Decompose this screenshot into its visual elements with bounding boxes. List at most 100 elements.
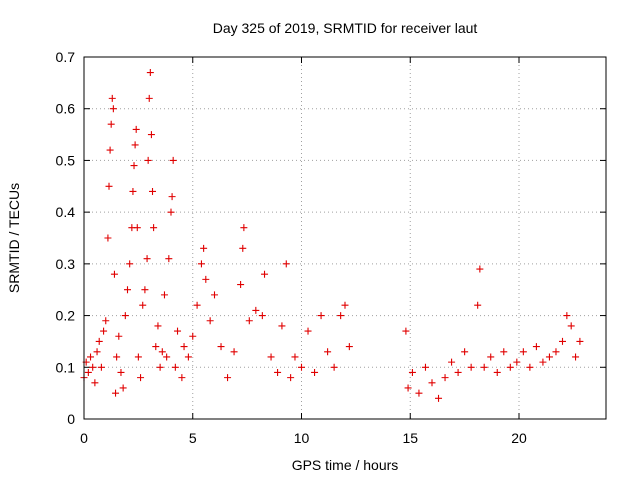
data-point (224, 374, 232, 382)
data-point (144, 156, 152, 164)
data-point (134, 353, 142, 361)
data-point (506, 363, 514, 371)
data-point (526, 363, 534, 371)
data-point (84, 368, 92, 376)
data-point (102, 317, 110, 325)
data-point (146, 69, 154, 77)
data-point (317, 312, 325, 320)
data-point (104, 234, 112, 242)
data-point (552, 348, 560, 356)
data-point (150, 224, 158, 232)
x-axis-label: GPS time / hours (292, 457, 399, 473)
data-point (421, 363, 429, 371)
data-point (287, 374, 295, 382)
data-point (174, 327, 182, 335)
y-tick-label: 0.2 (56, 308, 76, 324)
data-point (428, 379, 436, 387)
data-point (180, 343, 188, 351)
data-point (278, 322, 286, 330)
data-point (149, 187, 157, 195)
data-point (572, 353, 580, 361)
x-tick-label: 10 (294, 430, 310, 446)
data-point (513, 358, 521, 366)
data-point (131, 141, 139, 149)
data-point (93, 348, 101, 356)
data-point (169, 156, 177, 164)
data-point (124, 286, 131, 294)
data-point (108, 94, 116, 102)
data-point (143, 255, 151, 263)
data-point (189, 332, 197, 340)
data-point (145, 94, 153, 102)
data-point (480, 363, 488, 371)
data-point (156, 363, 164, 371)
data-point (211, 291, 218, 299)
data-point (109, 105, 117, 113)
data-point (559, 337, 566, 345)
data-point (95, 337, 103, 345)
y-tick-label: 0.3 (56, 256, 76, 272)
data-point (165, 255, 173, 263)
data-point (89, 363, 97, 371)
data-point (539, 358, 547, 366)
data-point (274, 368, 282, 376)
plot-frame (83, 56, 607, 420)
data-point (184, 353, 192, 361)
data-point (311, 368, 319, 376)
data-point (178, 374, 186, 382)
data-point (500, 348, 508, 356)
y-tick-label: 0.6 (56, 101, 76, 117)
data-point (154, 322, 162, 330)
data-point (158, 348, 166, 356)
data-point (267, 353, 275, 361)
data-point (448, 358, 456, 366)
data-point (563, 312, 571, 320)
data-point (237, 281, 245, 289)
data-point (493, 368, 501, 376)
data-point (163, 353, 171, 361)
data-point (282, 260, 290, 268)
y-tick-label: 0.4 (56, 204, 76, 220)
data-point (87, 353, 95, 361)
data-point (121, 312, 129, 320)
data-point (105, 182, 113, 190)
data-point (91, 379, 99, 387)
data-point (408, 368, 416, 376)
x-tick-label: 0 (80, 430, 88, 446)
data-point (139, 301, 147, 309)
data-point (107, 120, 115, 128)
data-point (168, 193, 176, 201)
data-point (487, 353, 495, 361)
data-point (341, 301, 349, 309)
data-point (567, 322, 575, 330)
data-point (435, 394, 443, 402)
data-point (152, 343, 160, 351)
data-point (113, 353, 121, 361)
data-point (404, 384, 412, 392)
axis-ticks (83, 56, 606, 420)
data-point (261, 270, 269, 278)
data-point (258, 312, 266, 320)
data-point (197, 260, 205, 268)
x-tick-label: 20 (511, 430, 527, 446)
data-point (454, 368, 462, 376)
data-points (80, 69, 584, 402)
data-point (415, 389, 423, 397)
data-point (202, 275, 210, 283)
data-point (402, 327, 410, 335)
data-point (130, 162, 138, 170)
data-point (200, 244, 208, 252)
data-point (167, 208, 175, 216)
data-point (171, 363, 179, 371)
data-point (324, 348, 332, 356)
data-point (441, 374, 449, 382)
data-point (576, 337, 584, 345)
data-point (467, 363, 475, 371)
data-point (519, 348, 527, 356)
y-tick-label: 0.7 (56, 49, 76, 65)
chart-title: Day 325 of 2019, SRMTID for receiver lau… (213, 20, 478, 36)
data-point (115, 332, 123, 340)
data-point (119, 384, 127, 392)
data-point (240, 224, 248, 232)
data-point (112, 389, 120, 397)
